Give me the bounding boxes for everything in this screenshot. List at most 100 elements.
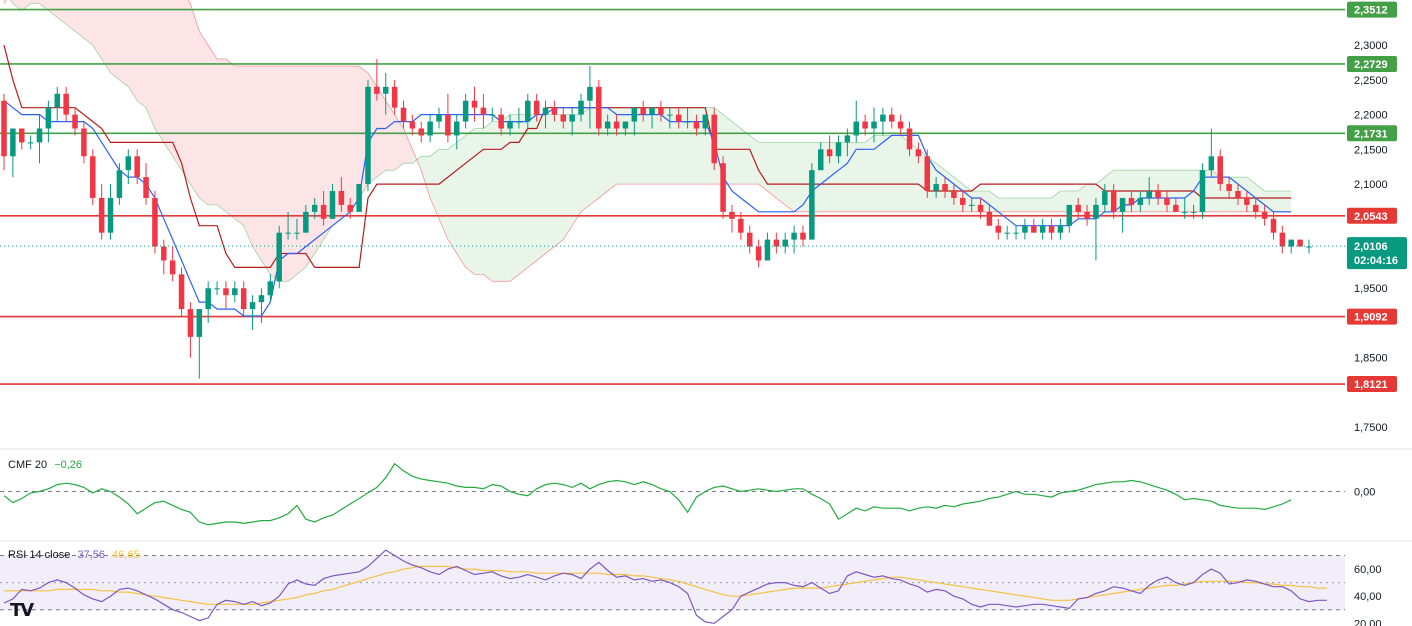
candle [143, 177, 149, 198]
candle [1235, 191, 1241, 198]
candle [196, 309, 203, 337]
candle [1075, 204, 1081, 212]
price-axis-tick-4: 2,1000 [1354, 179, 1388, 191]
candle [418, 128, 424, 136]
candle [702, 114, 709, 129]
level-label-2: 2,1731 [1354, 128, 1388, 140]
candle [125, 156, 132, 171]
candle [116, 170, 123, 198]
candle [36, 128, 43, 143]
candle [809, 170, 815, 240]
cloud-bullish [412, 107, 1292, 282]
level-label-1: 2,2729 [1354, 59, 1388, 71]
candle [214, 288, 220, 290]
candle [1102, 191, 1108, 205]
price-axis-tick-6: 1,8500 [1354, 353, 1388, 365]
candle [320, 204, 327, 219]
candle [1137, 197, 1144, 205]
candle [1084, 211, 1090, 219]
candle [791, 232, 797, 240]
candle [604, 121, 611, 129]
rsi-legend: RSI 14 close 37,56 46,65 [8, 549, 144, 561]
candle [631, 107, 638, 122]
candle [1208, 156, 1215, 171]
current-price-badge [1347, 237, 1407, 270]
candle [347, 204, 353, 212]
candle [800, 232, 806, 240]
candle [1226, 184, 1232, 192]
candle [436, 114, 442, 122]
candle [986, 211, 993, 226]
candle [152, 197, 158, 247]
candle [462, 100, 469, 122]
countdown-label: 02:04:16 [1354, 255, 1398, 267]
candle [729, 211, 735, 219]
candle [178, 274, 185, 310]
candle [98, 197, 105, 233]
level-badge-1 [1347, 55, 1397, 72]
candle [1057, 225, 1064, 233]
price-axis-tick-1: 2,2500 [1354, 75, 1388, 87]
candle [640, 107, 646, 115]
candle [569, 114, 575, 122]
cmf-line [3, 462, 1292, 526]
candle [54, 93, 61, 108]
candle [338, 191, 345, 205]
candle [10, 128, 16, 157]
candle [1155, 191, 1161, 198]
candle [1181, 211, 1188, 213]
candle [329, 191, 336, 219]
level-badge-4 [1347, 308, 1397, 325]
tenkan-line [3, 100, 1292, 317]
cmf-axis-tick-0: 0,00 [1354, 487, 1375, 499]
tradingview-logo: TV [10, 600, 34, 621]
candle [720, 163, 726, 212]
candle [551, 107, 558, 115]
candle [649, 107, 655, 115]
candle [498, 114, 504, 129]
candle [622, 121, 629, 129]
candle [977, 204, 984, 212]
candle [1093, 204, 1099, 219]
candle [773, 239, 780, 247]
candle [169, 260, 176, 275]
candle [391, 86, 398, 108]
candle [560, 114, 567, 122]
candle [738, 218, 744, 233]
candle [294, 232, 300, 234]
candle [1164, 197, 1170, 205]
candle [1306, 246, 1312, 248]
candle [19, 128, 25, 143]
candle [240, 288, 247, 310]
candle [1119, 197, 1126, 212]
candle [764, 239, 771, 261]
candle [880, 114, 886, 122]
candle [596, 86, 602, 129]
candle [684, 121, 691, 123]
candle [1, 100, 7, 157]
candle [968, 204, 975, 206]
cmf-legend: CMF 20 −0,26 [8, 459, 86, 471]
candle [374, 86, 380, 94]
candle [249, 302, 256, 310]
candle [1279, 232, 1286, 247]
candle [915, 149, 922, 157]
candle [454, 121, 460, 136]
candle [223, 288, 229, 296]
candle [782, 239, 788, 247]
candle [267, 281, 274, 296]
price-axis-tick-2: 2,2000 [1354, 110, 1388, 122]
candle [844, 135, 851, 143]
candle [45, 107, 52, 129]
candle [134, 156, 140, 178]
price-axis-tick-5: 1,9500 [1354, 283, 1388, 295]
candle [933, 184, 939, 192]
rsi-legend-value: 37,56 [77, 549, 105, 561]
candle [1288, 239, 1294, 247]
candle [853, 121, 859, 136]
candle [995, 225, 1002, 233]
level-badge-0 [1347, 1, 1397, 18]
candle [1261, 211, 1268, 219]
candle [711, 114, 717, 164]
